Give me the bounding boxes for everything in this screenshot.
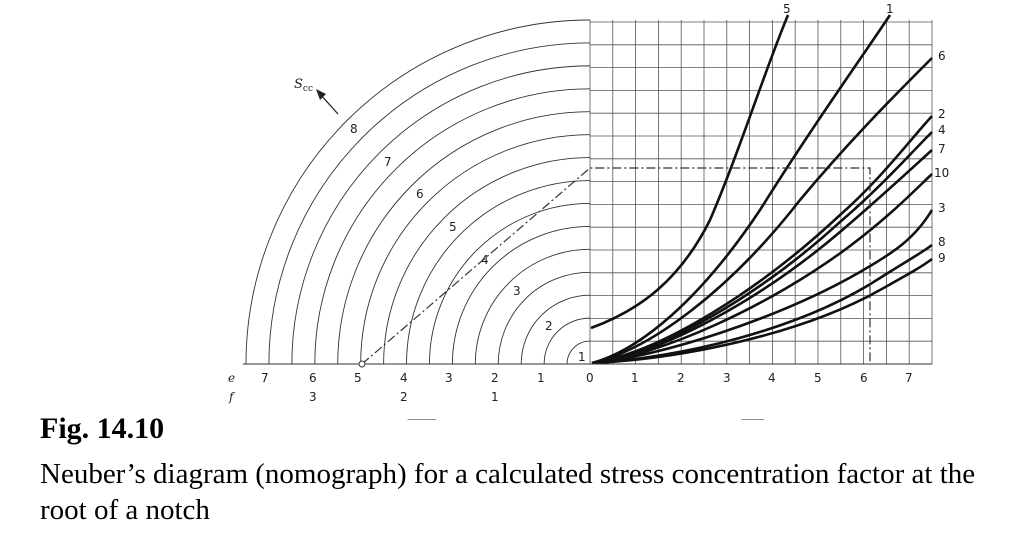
construction-point [358, 360, 366, 368]
row-f-label: f [228, 390, 236, 404]
x-tick: 5 [814, 371, 822, 385]
e-tick: 3 [445, 371, 453, 385]
x-tick: 3 [723, 371, 731, 385]
e-tick: 7 [261, 371, 269, 385]
neuber-nomograph: Scc 1 2 3 4 5 6 7 8 5 1 6 2 4 7 10 3 8 9… [228, 2, 949, 420]
curve-label: 4 [938, 123, 946, 137]
grid [589, 20, 933, 365]
x-tick: 1 [631, 371, 639, 385]
curve-label: 2 [938, 107, 946, 121]
f-tick: 1 [491, 390, 499, 404]
figure-number: Fig. 14.10 [40, 412, 165, 445]
curve-label: 3 [938, 201, 946, 215]
arc [429, 203, 591, 365]
e-tick: 6 [309, 371, 317, 385]
k-curve [591, 57, 933, 365]
arc-label: 2 [545, 319, 553, 333]
arc [337, 111, 591, 365]
scc-label: Scc [294, 77, 313, 94]
arc [245, 19, 591, 365]
k-curve [591, 14, 892, 365]
x-tick: 6 [860, 371, 868, 385]
curve-label: 7 [938, 142, 946, 156]
x-tick: 4 [768, 371, 776, 385]
construction-line [361, 167, 871, 365]
scc-arrow [319, 93, 339, 115]
k-curve [591, 149, 933, 365]
k-curve [591, 173, 933, 365]
arc [268, 42, 591, 365]
scc-arrowhead [316, 89, 326, 100]
arc [497, 271, 591, 365]
arc [474, 248, 591, 365]
x-tick: 7 [905, 371, 913, 385]
curve-label: 1 [886, 2, 894, 16]
k-curve [591, 257, 933, 365]
arc [566, 340, 591, 365]
curve-label: 8 [938, 235, 946, 249]
f-tick: 3 [309, 390, 317, 404]
k-curve [591, 243, 933, 365]
curve-label: 6 [938, 49, 946, 63]
arc [520, 294, 591, 365]
k-curve [591, 131, 933, 365]
k-curves [590, 14, 934, 365]
x-tick: 0 [586, 371, 594, 385]
e-tick: 2 [491, 371, 499, 385]
arc [543, 317, 591, 365]
arc [360, 134, 591, 365]
f-tick: 2 [400, 390, 408, 404]
row-e-label: e [228, 371, 235, 385]
x-tick: 2 [677, 371, 685, 385]
k-curve [591, 115, 933, 365]
arc [314, 88, 591, 365]
arc-label: 5 [449, 220, 457, 234]
arc [406, 180, 591, 365]
e-tick: 1 [537, 371, 545, 385]
arc [383, 157, 591, 365]
arc [451, 225, 591, 365]
arc [291, 65, 591, 365]
e-tick: 5 [354, 371, 362, 385]
figure-caption: Neuber’s diagram (nomograph) for a calcu… [40, 458, 976, 526]
e-tick: 4 [400, 371, 408, 385]
arc-label: 4 [481, 253, 489, 267]
curve-label: 9 [938, 251, 946, 265]
k-curve [590, 14, 790, 330]
arc-label: 7 [384, 155, 392, 169]
arc-label: 3 [513, 284, 521, 298]
curve-label: 10 [934, 166, 949, 180]
quarter-circle-arcs [245, 19, 591, 365]
curve-label: 5 [783, 2, 791, 16]
arc-label: 1 [578, 350, 586, 364]
k-curve [591, 209, 934, 365]
arc-label: 6 [416, 187, 424, 201]
arc-label: 8 [350, 122, 358, 136]
